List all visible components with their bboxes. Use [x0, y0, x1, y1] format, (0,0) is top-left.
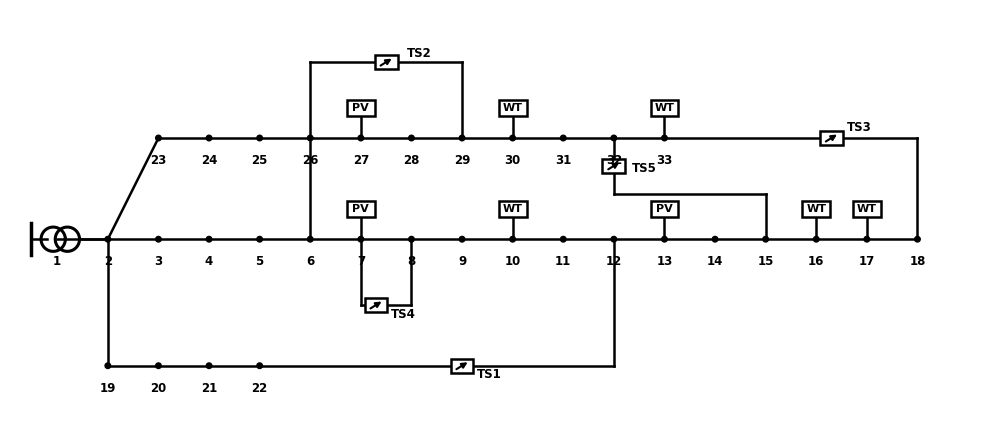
Circle shape — [662, 237, 667, 242]
Bar — [820, 131, 843, 145]
Text: 21: 21 — [201, 382, 217, 395]
Text: 25: 25 — [251, 154, 268, 167]
Text: 19: 19 — [100, 382, 116, 395]
Circle shape — [611, 237, 617, 242]
Bar — [347, 100, 375, 116]
Circle shape — [712, 237, 718, 242]
Text: WT: WT — [857, 204, 877, 214]
Text: 22: 22 — [252, 382, 268, 395]
Circle shape — [206, 363, 212, 369]
Circle shape — [611, 135, 617, 141]
Text: TS5: TS5 — [632, 162, 656, 175]
Bar — [651, 100, 678, 116]
Text: 15: 15 — [757, 256, 774, 268]
Text: 24: 24 — [201, 154, 217, 167]
Circle shape — [813, 237, 819, 242]
Circle shape — [156, 363, 161, 369]
Text: 20: 20 — [150, 382, 167, 395]
Circle shape — [915, 237, 920, 242]
Text: 9: 9 — [458, 256, 466, 268]
Text: TS2: TS2 — [406, 47, 431, 59]
Circle shape — [459, 135, 465, 141]
Text: PV: PV — [352, 204, 369, 214]
Text: PV: PV — [656, 204, 673, 214]
Text: 12: 12 — [606, 256, 622, 268]
Text: 11: 11 — [555, 256, 571, 268]
Text: WT: WT — [654, 103, 674, 113]
Text: WT: WT — [503, 103, 523, 113]
Text: 5: 5 — [256, 256, 264, 268]
Bar — [499, 100, 527, 116]
Text: TS3: TS3 — [847, 121, 871, 134]
Circle shape — [510, 237, 515, 242]
Bar — [651, 201, 678, 217]
Circle shape — [206, 237, 212, 242]
Bar — [802, 201, 830, 217]
Text: 32: 32 — [606, 154, 622, 167]
Bar — [365, 298, 387, 312]
Text: 7: 7 — [357, 256, 365, 268]
Text: WT: WT — [806, 204, 826, 214]
Circle shape — [763, 237, 768, 242]
Text: 29: 29 — [454, 154, 470, 167]
Circle shape — [510, 135, 515, 141]
Text: 26: 26 — [302, 154, 318, 167]
Bar — [347, 201, 375, 217]
Circle shape — [257, 363, 262, 369]
Circle shape — [206, 135, 212, 141]
Text: 2: 2 — [104, 256, 112, 268]
Text: 14: 14 — [707, 256, 723, 268]
Text: WT: WT — [503, 204, 523, 214]
Text: 17: 17 — [859, 256, 875, 268]
Circle shape — [105, 237, 111, 242]
Circle shape — [459, 237, 465, 242]
Bar — [602, 159, 625, 173]
Text: 1: 1 — [53, 256, 61, 268]
Text: 23: 23 — [150, 154, 167, 167]
Circle shape — [662, 135, 667, 141]
Circle shape — [257, 135, 262, 141]
Text: 13: 13 — [656, 256, 673, 268]
Text: 31: 31 — [555, 154, 571, 167]
Circle shape — [307, 237, 313, 242]
Text: 6: 6 — [306, 256, 314, 268]
Circle shape — [560, 237, 566, 242]
Circle shape — [409, 237, 414, 242]
Text: 10: 10 — [505, 256, 521, 268]
Bar — [499, 201, 527, 217]
Circle shape — [560, 135, 566, 141]
Circle shape — [358, 135, 364, 141]
Circle shape — [358, 237, 364, 242]
Text: 4: 4 — [205, 256, 213, 268]
Text: PV: PV — [352, 103, 369, 113]
Bar — [853, 201, 881, 217]
Text: 27: 27 — [353, 154, 369, 167]
Text: 18: 18 — [909, 256, 926, 268]
Circle shape — [257, 237, 262, 242]
Circle shape — [864, 237, 870, 242]
Text: 30: 30 — [505, 154, 521, 167]
Bar — [451, 359, 473, 373]
Text: 28: 28 — [403, 154, 420, 167]
Circle shape — [156, 237, 161, 242]
Circle shape — [409, 135, 414, 141]
Text: 33: 33 — [656, 154, 673, 167]
Circle shape — [105, 363, 111, 369]
Text: 3: 3 — [154, 256, 163, 268]
Text: TS4: TS4 — [391, 307, 416, 321]
Circle shape — [156, 135, 161, 141]
Circle shape — [307, 135, 313, 141]
Text: 8: 8 — [407, 256, 416, 268]
Text: TS1: TS1 — [477, 368, 502, 381]
Text: 16: 16 — [808, 256, 824, 268]
Bar — [375, 55, 398, 69]
